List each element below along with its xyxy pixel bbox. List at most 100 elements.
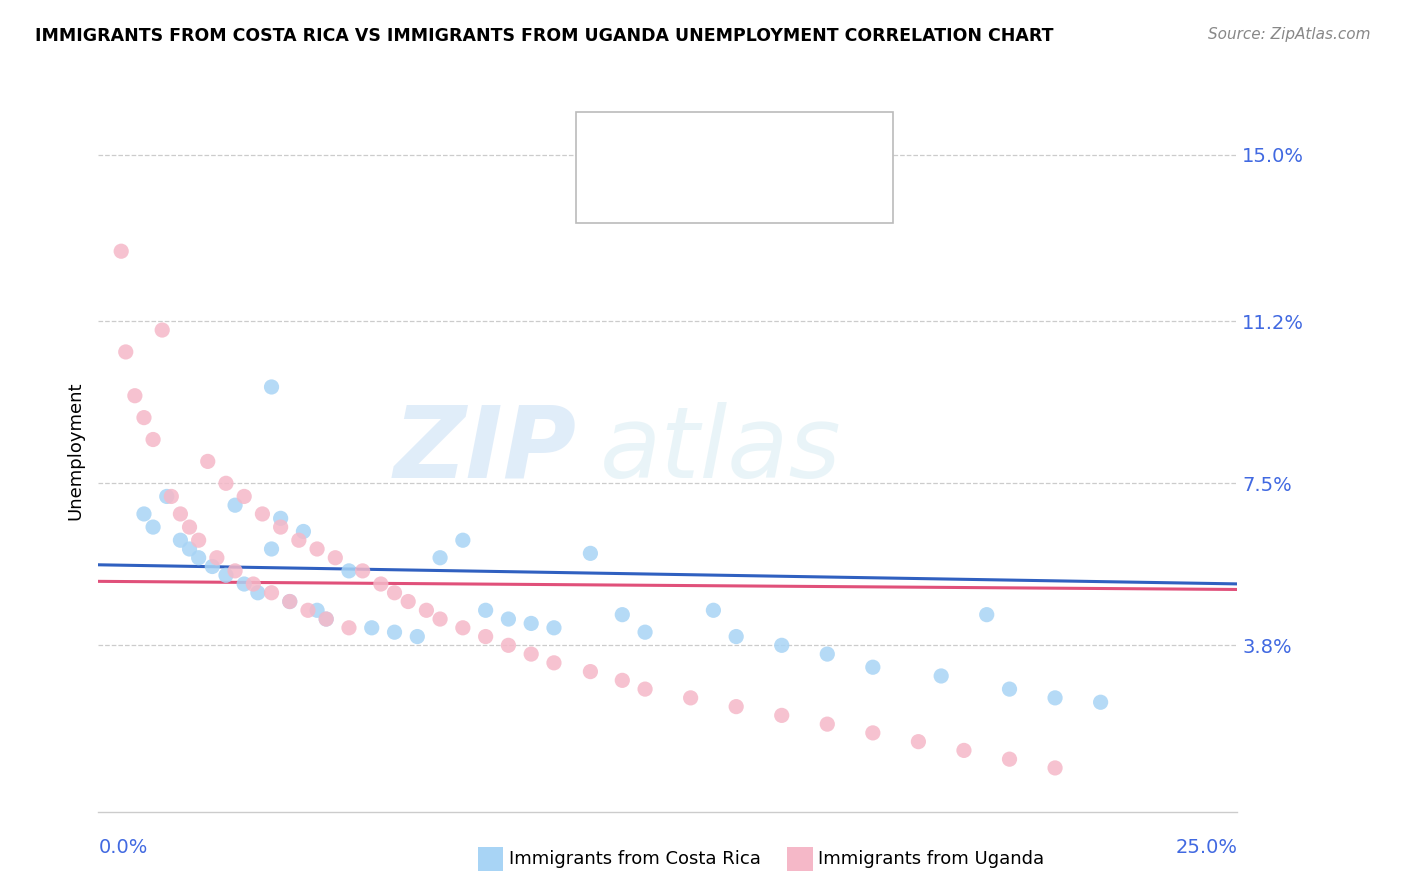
Point [307, 603, 329, 617]
Point [702, 603, 724, 617]
Point [634, 682, 657, 697]
Point [815, 647, 838, 661]
Point [150, 323, 173, 337]
Point [307, 541, 329, 556]
Point [233, 490, 256, 504]
Point [1043, 761, 1066, 775]
Point [187, 550, 209, 565]
Point [520, 647, 543, 661]
Point [315, 612, 337, 626]
Point [406, 630, 429, 644]
Point [543, 656, 565, 670]
Point [337, 621, 360, 635]
Point [337, 564, 360, 578]
Point [142, 433, 165, 447]
Point [579, 546, 602, 560]
Point [132, 410, 155, 425]
Point [976, 607, 998, 622]
Text: 50: 50 [799, 180, 824, 198]
Point [278, 594, 301, 608]
Point [292, 524, 315, 539]
Point [360, 621, 382, 635]
Text: ZIP: ZIP [394, 402, 576, 499]
Point [998, 752, 1021, 766]
Point [242, 577, 264, 591]
Point [1043, 690, 1066, 705]
Point [543, 621, 565, 635]
Point [725, 630, 748, 644]
Point [451, 621, 474, 635]
Point [770, 638, 793, 652]
Point [278, 594, 301, 608]
Text: R =: R = [637, 180, 676, 198]
Text: 0.0%: 0.0% [98, 838, 148, 857]
Point [132, 507, 155, 521]
Point [862, 660, 884, 674]
Point [370, 577, 392, 591]
Point [352, 564, 374, 578]
Point [998, 682, 1021, 697]
Point [260, 586, 283, 600]
Point [260, 541, 283, 556]
Point [270, 511, 292, 525]
Point [579, 665, 602, 679]
Text: 45: 45 [799, 131, 824, 149]
Point [224, 564, 246, 578]
Text: R =: R = [637, 131, 676, 149]
Point [246, 586, 269, 600]
Point [179, 520, 201, 534]
Text: Immigrants from Costa Rica: Immigrants from Costa Rica [509, 850, 761, 868]
Point [634, 625, 657, 640]
Point [953, 743, 976, 757]
Point [862, 726, 884, 740]
Text: N =: N = [756, 131, 808, 149]
Point [205, 550, 228, 565]
Point [474, 630, 496, 644]
Point [498, 612, 520, 626]
Point [114, 345, 136, 359]
Text: -0.016: -0.016 [682, 180, 747, 198]
Point [770, 708, 793, 723]
Point [612, 673, 634, 688]
Text: N =: N = [756, 180, 808, 198]
Text: IMMIGRANTS FROM COSTA RICA VS IMMIGRANTS FROM UGANDA UNEMPLOYMENT CORRELATION CH: IMMIGRANTS FROM COSTA RICA VS IMMIGRANTS… [35, 27, 1053, 45]
Point [260, 380, 283, 394]
Point [612, 607, 634, 622]
Point [197, 454, 219, 468]
Point [169, 533, 191, 548]
Point [297, 603, 319, 617]
Point [520, 616, 543, 631]
Point [929, 669, 952, 683]
Point [201, 559, 224, 574]
Point [215, 568, 238, 582]
Point [384, 586, 406, 600]
Point [124, 389, 146, 403]
Point [679, 156, 702, 170]
Point [110, 244, 132, 259]
Text: atlas: atlas [599, 402, 841, 499]
Point [451, 533, 474, 548]
Point [179, 541, 201, 556]
Point [169, 507, 191, 521]
Point [679, 690, 702, 705]
Point [215, 476, 238, 491]
Point [288, 533, 311, 548]
Point [725, 699, 748, 714]
Point [907, 734, 929, 748]
Point [429, 550, 451, 565]
Point [323, 550, 346, 565]
Point [415, 603, 437, 617]
Point [142, 520, 165, 534]
Point [252, 507, 274, 521]
Y-axis label: Unemployment: Unemployment [66, 381, 84, 520]
Point [384, 625, 406, 640]
Text: Source: ZipAtlas.com: Source: ZipAtlas.com [1208, 27, 1371, 42]
Point [1090, 695, 1112, 709]
Point [160, 490, 183, 504]
Text: -0.042: -0.042 [682, 131, 747, 149]
Point [815, 717, 838, 731]
Point [187, 533, 209, 548]
Text: Immigrants from Uganda: Immigrants from Uganda [818, 850, 1045, 868]
Point [315, 612, 337, 626]
Point [156, 490, 179, 504]
